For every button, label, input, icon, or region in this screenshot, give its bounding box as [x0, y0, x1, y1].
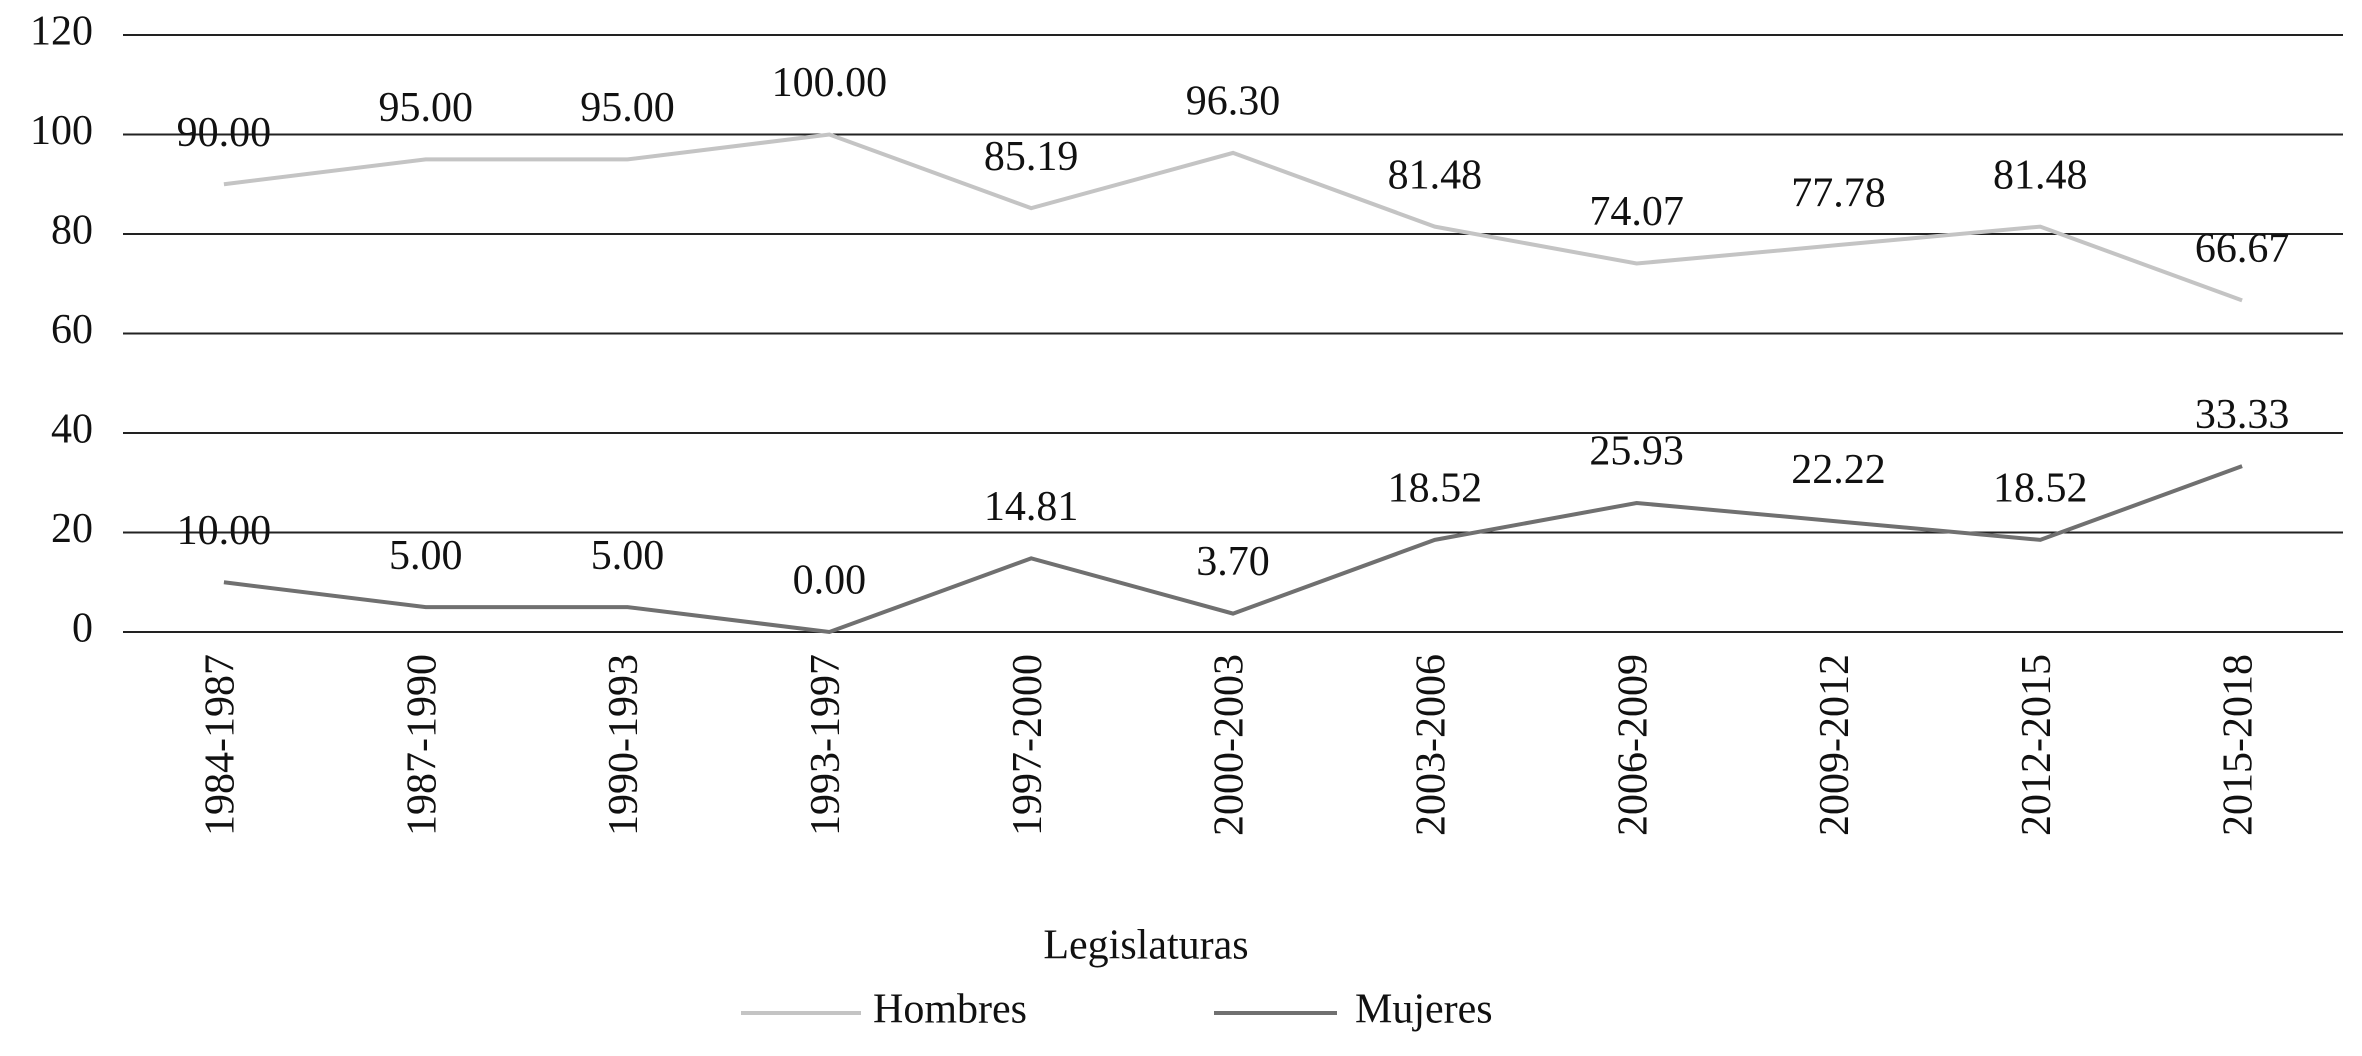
y-tick-label: 80: [51, 208, 93, 254]
x-tick-label: 1993-1997: [803, 654, 849, 836]
y-tick-label: 0: [72, 606, 93, 652]
x-tick-label: 2006-2009: [1610, 654, 1656, 836]
data-label: 10.00: [177, 508, 272, 554]
data-label: 0.00: [793, 558, 867, 604]
y-tick-label: 60: [51, 307, 93, 353]
data-label: 90.00: [177, 110, 272, 156]
series-line: [223, 464, 2243, 635]
data-label: 81.48: [1388, 152, 1483, 198]
x-tick-label: 2000-2003: [1207, 654, 1253, 836]
data-label: 85.19: [984, 134, 1079, 180]
data-label: 5.00: [591, 533, 665, 579]
x-tick-label: 1997-2000: [1005, 654, 1051, 836]
data-label: 100.00: [772, 60, 888, 106]
data-label: 25.93: [1589, 429, 1684, 475]
data-label: 3.70: [1196, 539, 1270, 585]
data-label: 18.52: [1993, 466, 2088, 512]
data-label: 66.67: [2195, 226, 2290, 272]
data-label: 95.00: [378, 85, 473, 131]
x-tick-label: 2009-2012: [1812, 654, 1858, 836]
legend-label: Mujeres: [1355, 987, 1493, 1033]
data-label: 14.81: [984, 484, 1079, 530]
data-label: 77.78: [1791, 171, 1886, 217]
x-tick-label: 1987-1990: [399, 654, 445, 836]
data-label: 33.33: [2195, 392, 2290, 438]
data-label: 5.00: [389, 533, 463, 579]
y-tick-label: 100: [30, 108, 93, 154]
x-tick-label: 1984-1987: [198, 654, 244, 836]
data-label: 22.22: [1791, 447, 1886, 493]
data-label: 18.52: [1388, 466, 1483, 512]
y-tick-label: 20: [51, 506, 93, 552]
data-label: 95.00: [580, 85, 675, 131]
x-tick-label: 2003-2006: [1408, 654, 1454, 836]
y-tick-label: 40: [51, 407, 93, 453]
x-tick-label: 1990-1993: [601, 654, 647, 836]
data-label: 96.30: [1186, 79, 1281, 125]
x-tick-label: 2012-2015: [2014, 654, 2060, 836]
y-tick-label: 120: [30, 9, 93, 55]
series-line: [223, 132, 2243, 303]
legend-label: Hombres: [873, 987, 1027, 1033]
x-tick-label: 2015-2018: [2216, 654, 2262, 836]
data-label: 74.07: [1589, 189, 1684, 235]
data-label: 81.48: [1993, 152, 2088, 198]
x-axis-title: Legislaturas: [1043, 923, 1248, 969]
